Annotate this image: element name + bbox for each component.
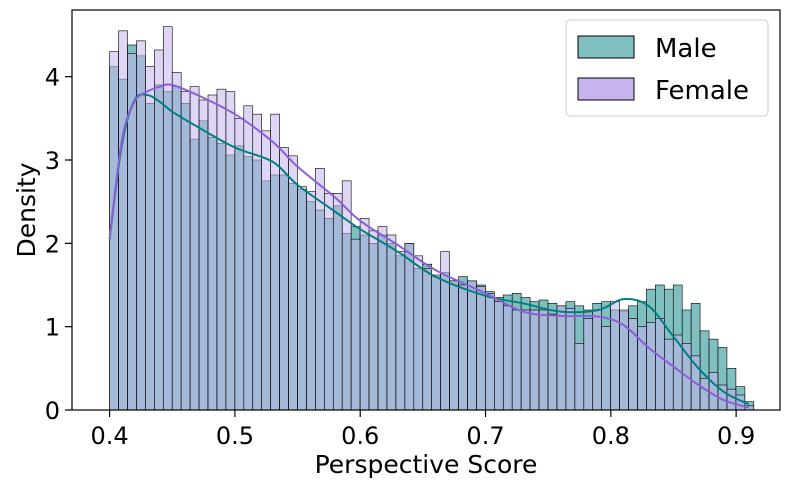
bar-female-19 <box>279 147 289 411</box>
bar-female-53 <box>583 318 594 411</box>
y-tick-label: 1 <box>45 314 60 342</box>
bar-female-69 <box>726 388 737 411</box>
bar-female-8 <box>180 91 191 411</box>
y-tick-label: 2 <box>45 230 60 258</box>
legend-swatch-female <box>577 77 635 101</box>
bar-female-26 <box>341 180 352 411</box>
bar-female-17 <box>261 130 271 411</box>
bar-female-29 <box>368 230 379 411</box>
bar-female-48 <box>538 309 549 411</box>
bar-female-10 <box>198 99 209 411</box>
kde-line-male <box>108 93 750 406</box>
legend-swatch-male <box>577 35 635 59</box>
y-tick-label: 4 <box>45 64 60 92</box>
bar-female-40 <box>467 280 477 411</box>
bar-female-18 <box>270 113 280 411</box>
histogram-bars <box>109 26 755 411</box>
bar-female-22 <box>306 191 316 411</box>
bar-female-44 <box>502 305 513 411</box>
bar-female-9 <box>189 86 200 411</box>
bar-female-20 <box>288 155 298 411</box>
bar-female-67 <box>708 372 719 411</box>
x-tick-label: 0.7 <box>466 422 504 450</box>
bar-female-1 <box>118 30 128 411</box>
bar-female-25 <box>332 193 343 411</box>
y-tick-label: 3 <box>45 147 60 175</box>
bar-female-45 <box>511 309 522 411</box>
bar-female-32 <box>395 251 406 411</box>
x-tick-label: 0.5 <box>216 422 254 450</box>
x-tick-label: 0.9 <box>717 422 755 450</box>
kde-curves <box>108 83 750 409</box>
x-tick-label: 0.8 <box>592 422 630 450</box>
bar-female-23 <box>315 168 325 411</box>
bar-female-47 <box>529 309 540 411</box>
bar-female-12 <box>216 88 227 411</box>
bar-female-4 <box>145 66 155 411</box>
bar-female-54 <box>592 309 602 411</box>
bar-female-21 <box>297 186 307 411</box>
bar-female-30 <box>377 226 388 411</box>
bar-female-7 <box>171 72 182 411</box>
bar-female-50 <box>556 305 567 411</box>
bar-female-52 <box>574 343 585 411</box>
legend-label-female: Female <box>655 76 749 106</box>
bar-female-13 <box>225 91 236 411</box>
y-tick-label: 0 <box>45 397 60 425</box>
bar-female-46 <box>520 309 531 411</box>
kde-line-female <box>108 83 749 409</box>
bar-female-24 <box>324 193 334 411</box>
bar-female-66 <box>699 378 710 411</box>
bar-female-51 <box>565 308 576 411</box>
legend: Male Female <box>565 19 769 117</box>
x-tick-label: 0.4 <box>91 422 129 450</box>
x-tick-label: 0.6 <box>341 422 379 450</box>
bar-female-43 <box>494 301 504 411</box>
bar-female-31 <box>386 234 397 411</box>
bar-female-39 <box>458 284 468 411</box>
bar-female-55 <box>601 326 611 411</box>
bar-female-34 <box>413 255 424 411</box>
bar-female-11 <box>207 94 218 411</box>
bar-female-35 <box>422 268 432 411</box>
bar-female-14 <box>234 118 245 411</box>
bar-female-62 <box>664 338 674 411</box>
bar-female-61 <box>655 318 665 411</box>
bar-female-36 <box>431 274 441 411</box>
plot-area-frame <box>71 9 781 411</box>
bar-female-27 <box>350 238 361 411</box>
axis-ticks: 0.4 0.5 0.6 0.7 0.8 0.9 0 1 2 3 4 <box>45 64 756 450</box>
x-axis-title: Perspective Score <box>315 450 538 479</box>
bar-female-16 <box>252 113 262 411</box>
bar-female-56 <box>610 301 620 411</box>
bar-female-28 <box>359 218 370 411</box>
bar-female-42 <box>485 293 495 411</box>
legend-label-male: Male <box>655 34 717 64</box>
y-axis-title: Density <box>12 162 41 257</box>
bar-female-33 <box>404 243 415 411</box>
bar-female-38 <box>449 280 459 411</box>
bar-female-60 <box>646 322 656 411</box>
bar-female-49 <box>547 313 558 411</box>
bar-female-41 <box>476 286 486 411</box>
